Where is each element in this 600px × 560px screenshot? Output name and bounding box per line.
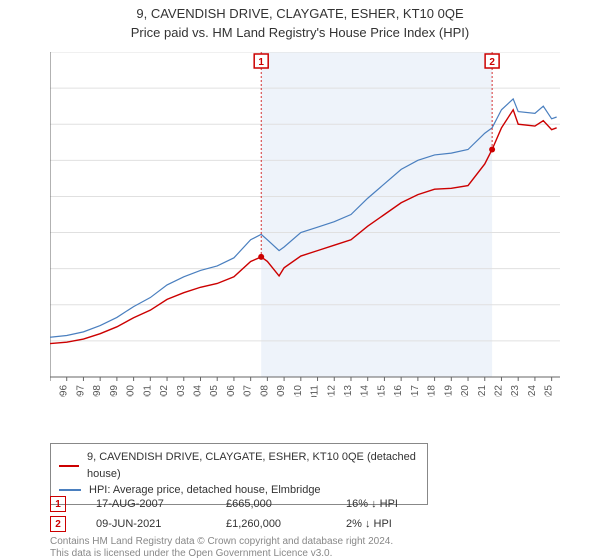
svg-text:2020: 2020	[460, 385, 471, 397]
price-chart: £0£200K£400K£600K£800K£1M£1.2M£1.4M£1.6M…	[50, 52, 560, 397]
svg-text:2000: 2000	[126, 385, 137, 397]
svg-text:2015: 2015	[376, 385, 387, 397]
svg-text:2006: 2006	[226, 385, 237, 397]
svg-text:2004: 2004	[192, 385, 203, 397]
tx-delta: 16% ↓ HPI	[346, 498, 398, 510]
footer: Contains HM Land Registry data © Crown c…	[50, 536, 393, 560]
svg-text:2002: 2002	[159, 385, 170, 397]
svg-text:2010: 2010	[293, 385, 304, 397]
page-subtitle: Price paid vs. HM Land Registry's House …	[0, 25, 600, 40]
svg-text:2001: 2001	[142, 385, 153, 397]
svg-text:2009: 2009	[276, 385, 287, 397]
svg-text:1: 1	[258, 57, 264, 68]
svg-text:2013: 2013	[343, 385, 354, 397]
svg-text:1999: 1999	[109, 385, 120, 397]
tx-date: 17-AUG-2007	[96, 498, 196, 510]
svg-text:2025: 2025	[544, 385, 555, 397]
marker-icon: 1	[50, 496, 66, 512]
tx-price: £1,260,000	[226, 518, 316, 530]
page-title: 9, CAVENDISH DRIVE, CLAYGATE, ESHER, KT1…	[0, 6, 600, 21]
svg-text:2019: 2019	[443, 385, 454, 397]
svg-text:2022: 2022	[493, 385, 504, 397]
svg-text:2021: 2021	[477, 385, 488, 397]
transaction-row: 2 09-JUN-2021 £1,260,000 2% ↓ HPI	[50, 516, 398, 532]
svg-text:2017: 2017	[410, 385, 421, 397]
marker-icon: 2	[50, 516, 66, 532]
svg-text:1997: 1997	[75, 385, 86, 397]
transactions-table: 1 17-AUG-2007 £665,000 16% ↓ HPI 2 09-JU…	[50, 492, 398, 532]
transaction-row: 1 17-AUG-2007 £665,000 16% ↓ HPI	[50, 496, 398, 512]
tx-date: 09-JUN-2021	[96, 518, 196, 530]
svg-text:2008: 2008	[259, 385, 270, 397]
svg-text:2: 2	[489, 57, 495, 68]
svg-text:2012: 2012	[326, 385, 337, 397]
legend-row: 9, CAVENDISH DRIVE, CLAYGATE, ESHER, KT1…	[59, 449, 419, 482]
svg-text:2011: 2011	[310, 385, 321, 397]
legend-label: 9, CAVENDISH DRIVE, CLAYGATE, ESHER, KT1…	[87, 449, 419, 482]
legend-swatch	[59, 489, 81, 491]
svg-text:2007: 2007	[243, 385, 254, 397]
svg-text:2016: 2016	[393, 385, 404, 397]
svg-text:1996: 1996	[59, 385, 70, 397]
tx-price: £665,000	[226, 498, 316, 510]
svg-text:2003: 2003	[176, 385, 187, 397]
svg-text:2018: 2018	[427, 385, 438, 397]
footer-line: This data is licensed under the Open Gov…	[50, 548, 393, 560]
footer-line: Contains HM Land Registry data © Crown c…	[50, 536, 393, 548]
svg-text:2005: 2005	[209, 385, 220, 397]
legend-swatch	[59, 465, 79, 467]
svg-text:2014: 2014	[360, 385, 371, 397]
tx-delta: 2% ↓ HPI	[346, 518, 392, 530]
svg-text:1995: 1995	[50, 385, 53, 397]
svg-text:2023: 2023	[510, 385, 521, 397]
svg-text:2024: 2024	[527, 385, 538, 397]
svg-text:1998: 1998	[92, 385, 103, 397]
